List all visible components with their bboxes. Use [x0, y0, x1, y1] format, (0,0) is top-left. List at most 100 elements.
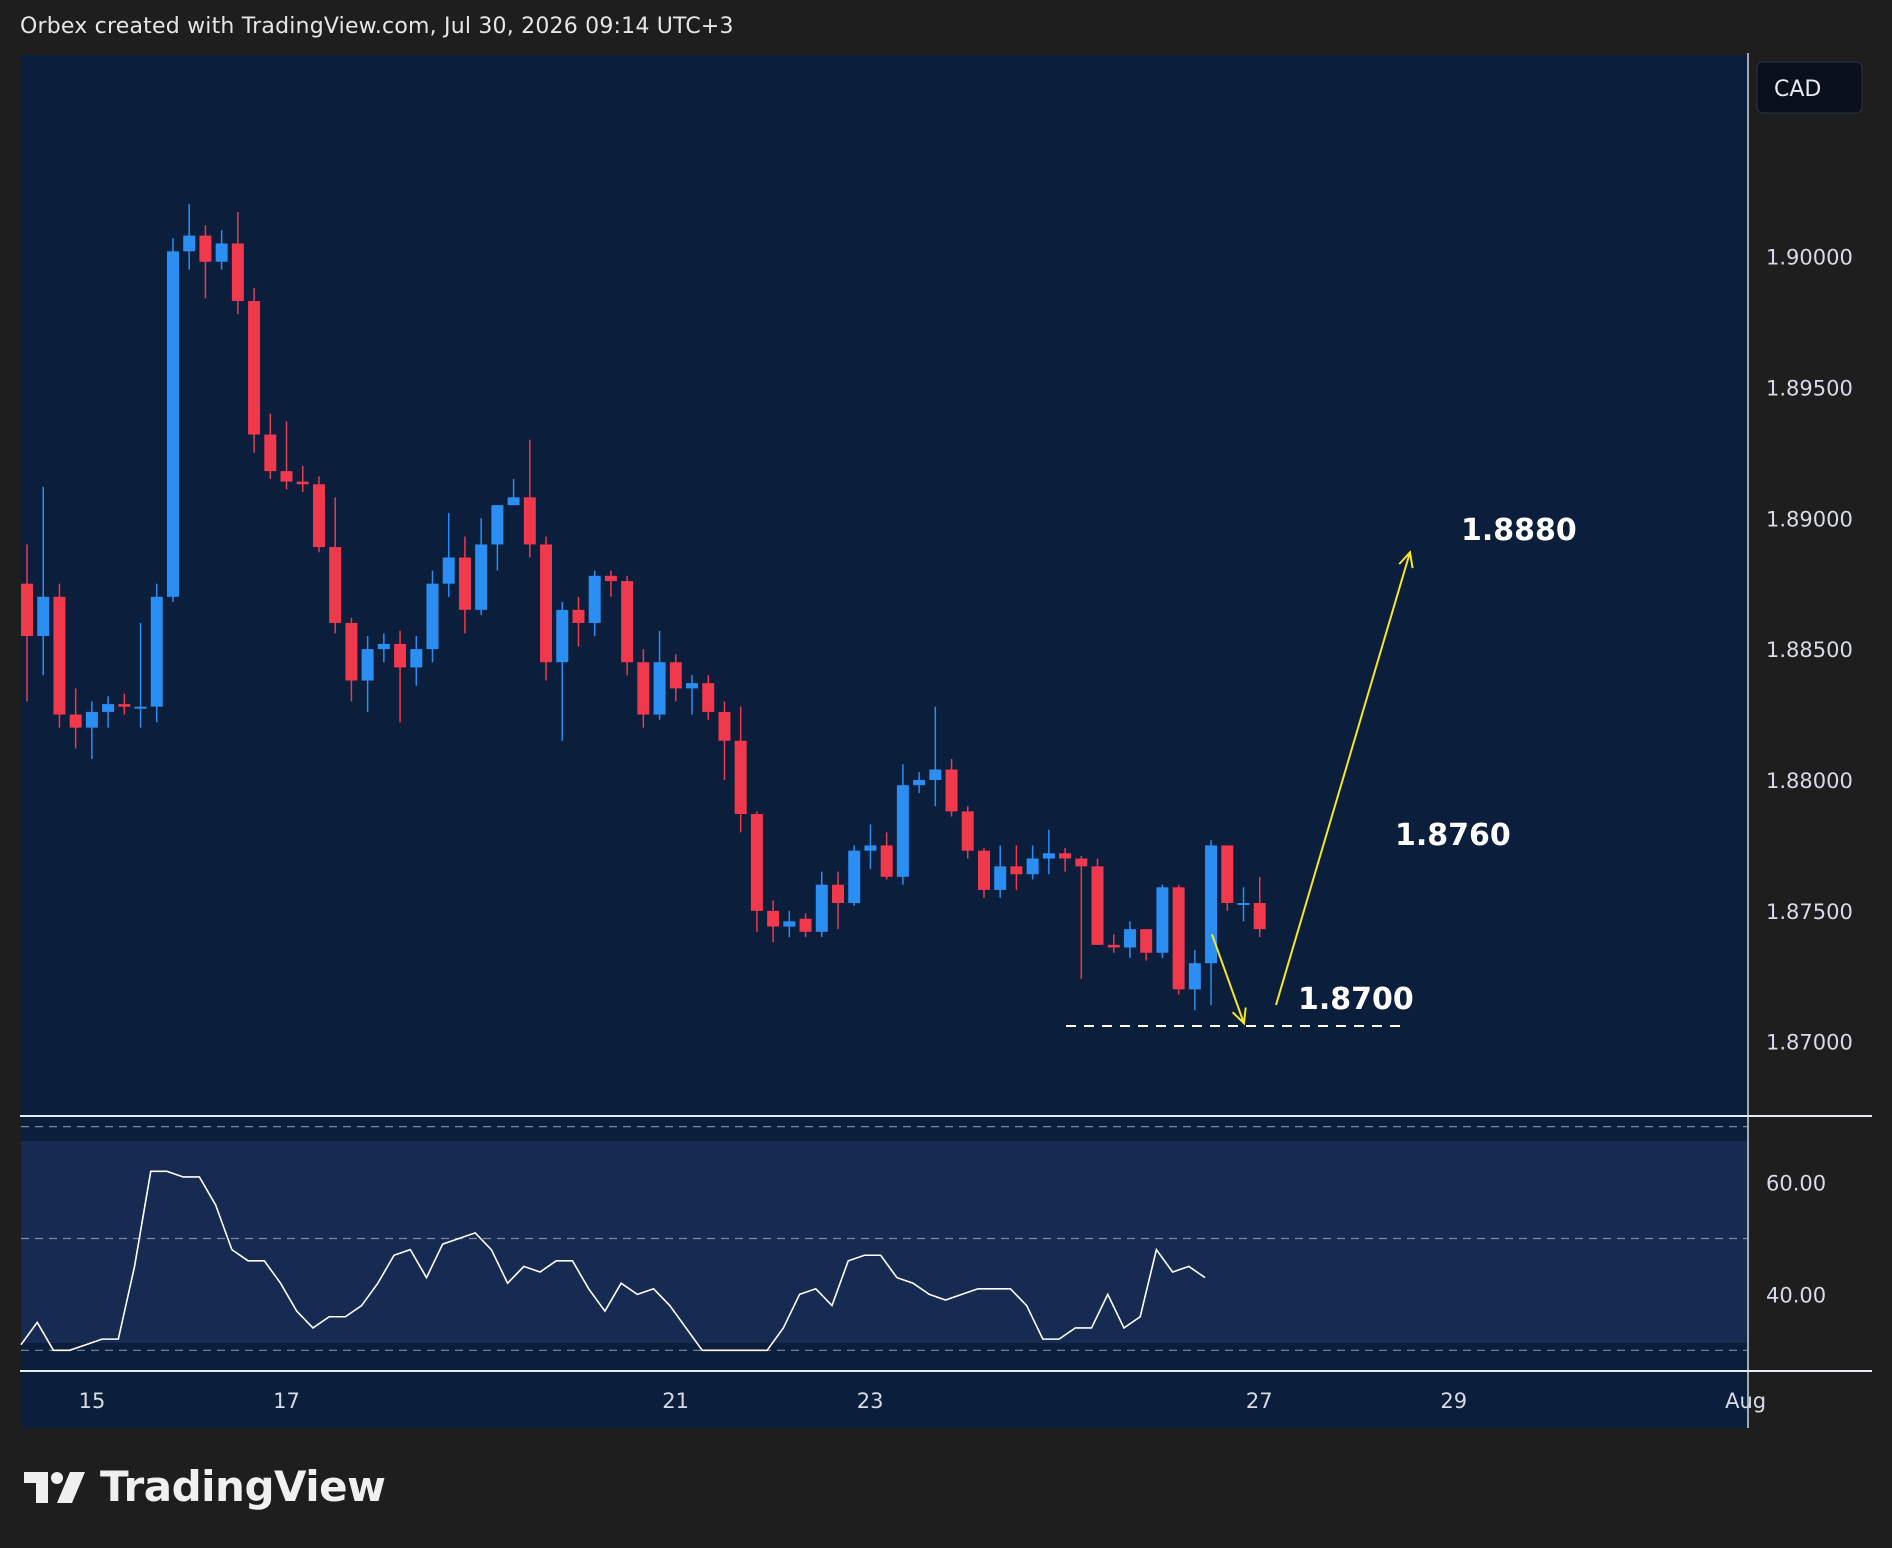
- candle: [556, 602, 569, 741]
- candle-body: [977, 850, 990, 890]
- candle-body: [280, 471, 293, 482]
- candle: [880, 832, 893, 880]
- candle: [1091, 858, 1104, 945]
- candle-body: [394, 643, 407, 668]
- candle-body: [750, 814, 763, 911]
- candle-body: [1042, 853, 1055, 859]
- candle: [686, 675, 699, 715]
- candle: [1253, 876, 1266, 938]
- candle: [183, 204, 196, 270]
- price-tick-label: 1.89500: [1766, 376, 1853, 400]
- candle-body: [69, 714, 82, 728]
- candle: [1205, 840, 1218, 1006]
- candle-body: [248, 301, 261, 435]
- candle: [767, 900, 780, 943]
- candle: [1188, 950, 1201, 1011]
- candle-body: [361, 649, 374, 681]
- resistance-level-label: 1.8760: [1395, 818, 1511, 853]
- rsi-tick-label: 40.00: [1766, 1283, 1826, 1307]
- candle-body: [102, 704, 115, 712]
- candle: [1059, 848, 1072, 872]
- footer: TradingView: [24, 1462, 386, 1511]
- candle: [864, 824, 877, 869]
- candle: [945, 759, 958, 817]
- candle: [588, 570, 601, 637]
- candle: [523, 439, 536, 558]
- candle-body: [961, 811, 974, 851]
- candle-body: [994, 866, 1007, 890]
- candle: [248, 287, 261, 453]
- candle-body: [199, 235, 212, 262]
- candle-body: [475, 544, 488, 610]
- candle-body: [1075, 858, 1088, 867]
- candle: [1156, 884, 1169, 958]
- rsi-series: [20, 1170, 1206, 1352]
- candle: [718, 701, 731, 780]
- candle: [264, 413, 277, 479]
- candle-body: [329, 547, 342, 623]
- candle: [669, 654, 682, 702]
- time-scale: 151721232729Aug57: [79, 1389, 1766, 1413]
- candle: [913, 772, 926, 794]
- tradingview-wordmark: TradingView: [100, 1462, 386, 1511]
- candle-body: [896, 785, 909, 877]
- candle-body: [913, 779, 926, 786]
- candle: [361, 636, 374, 712]
- candle-body: [264, 434, 277, 472]
- candle-body: [1221, 845, 1234, 903]
- currency-label: CAD: [1774, 77, 1821, 102]
- candle-body: [604, 575, 617, 582]
- candle-body: [1237, 903, 1250, 905]
- candle: [783, 910, 796, 938]
- candle: [426, 570, 439, 663]
- candle: [1140, 929, 1153, 961]
- candle: [475, 518, 488, 616]
- currency-badge[interactable]: [1756, 61, 1863, 114]
- candle: [540, 536, 553, 681]
- candle-body: [1172, 887, 1185, 990]
- target-level-label: 1.8880: [1461, 513, 1577, 548]
- candle: [53, 583, 66, 728]
- candle-body: [1091, 866, 1104, 945]
- candle-body: [53, 596, 66, 715]
- candle-body: [1123, 929, 1136, 948]
- candle-body: [215, 243, 228, 262]
- candle: [507, 479, 520, 506]
- candle: [1123, 921, 1136, 958]
- candle: [394, 630, 407, 723]
- candle: [442, 513, 455, 597]
- candle-body: [1107, 944, 1120, 948]
- candle-body: [718, 711, 731, 741]
- candlestick-series: [21, 204, 1266, 1011]
- candle-body: [572, 609, 585, 623]
- candle-body: [523, 497, 536, 545]
- rsi-band-lines: [21, 1126, 1747, 1351]
- candle: [345, 617, 358, 702]
- candle: [653, 630, 666, 720]
- candle: [621, 575, 634, 676]
- candle-body: [799, 918, 812, 932]
- candle-body: [150, 596, 163, 707]
- candle: [1026, 845, 1039, 880]
- candle-body: [166, 251, 179, 597]
- candle-body: [377, 643, 390, 650]
- candle-body: [556, 609, 569, 663]
- candle-body: [1205, 845, 1218, 964]
- price-tick-label: 1.90000: [1766, 246, 1853, 270]
- candle-body: [669, 662, 682, 689]
- candle-body: [507, 497, 520, 506]
- candle: [118, 693, 131, 715]
- candle: [994, 845, 1007, 898]
- candle-body: [442, 557, 455, 584]
- candle-body: [345, 622, 358, 681]
- candle-body: [183, 235, 196, 252]
- candle-body: [231, 243, 244, 302]
- candle-body: [848, 850, 861, 903]
- candle: [458, 536, 471, 634]
- time-tick-label: 23: [857, 1389, 884, 1413]
- candle-body: [702, 683, 715, 712]
- candle-body: [410, 649, 423, 668]
- candle: [896, 764, 909, 885]
- price-tick-label: 1.87000: [1766, 1031, 1853, 1055]
